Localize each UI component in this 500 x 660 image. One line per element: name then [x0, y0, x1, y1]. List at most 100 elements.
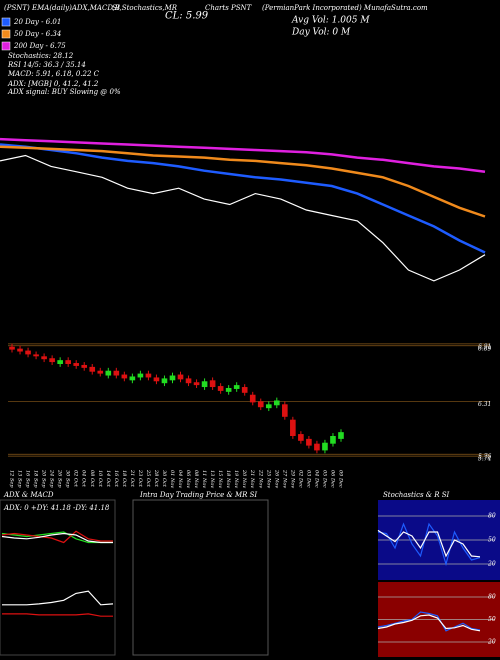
candle-body [81, 364, 88, 368]
x-tick-label: 06 Dec [329, 470, 335, 488]
candle-body [41, 356, 47, 360]
x-tick-label: 25 Nov [265, 469, 271, 488]
candle-body [97, 370, 104, 374]
x-tick-label: 03 Dec [305, 470, 311, 488]
line [377, 529, 481, 558]
x-tick-label: 04 Oct [81, 470, 87, 488]
x-tick-label: 26 Nov [273, 469, 279, 488]
x-tick-label: 05 Dec [321, 470, 327, 488]
candle-body [145, 373, 152, 378]
x-tick-label: 28 Oct [153, 469, 159, 488]
x-tick-label: 04 Dec [313, 470, 319, 488]
candle-body [225, 388, 232, 392]
legend-swatch [1, 41, 11, 51]
candle-body [201, 381, 208, 388]
candle-body [290, 419, 296, 436]
x-tick-label: 25 Oct [145, 469, 151, 488]
x-tick-label: 21 Nov [249, 469, 255, 488]
intraday-panel [132, 499, 269, 656]
candle-body [241, 387, 248, 393]
candle-body [169, 375, 176, 381]
candle-body [65, 360, 71, 364]
candle-body [185, 378, 192, 384]
candle-body [161, 378, 168, 384]
candle-body [209, 380, 216, 388]
candle-body [73, 363, 80, 366]
x-tick-label: 02 Oct [73, 470, 79, 488]
y-tick-label: 50 [488, 616, 496, 623]
candle-body [330, 436, 336, 444]
avg-vol: Avg Vol: 1.005 M [291, 16, 370, 26]
x-tick-label: 22 Nov [257, 469, 263, 488]
y-tick-label: 5.76 [478, 454, 492, 461]
candle-body [257, 401, 264, 408]
candle-body [338, 432, 344, 439]
line [377, 522, 481, 567]
x-tick-label: 19 Nov [233, 470, 239, 488]
candle-body [17, 348, 23, 352]
candle-body [177, 374, 184, 380]
indicator: Stochastics: 28.12 [8, 52, 74, 60]
x-tick-label: 20 Nov [241, 469, 247, 488]
x-tick-label: 26 Sep [57, 469, 63, 488]
x-tick-label: 11 Nov [201, 470, 207, 488]
x-tick-label: 08 Nov [193, 470, 199, 488]
candle-body [217, 386, 224, 391]
candle-body [273, 400, 280, 406]
candle-body [153, 377, 160, 382]
y-tick-label: 5.74 [478, 456, 492, 463]
y-tick-label: 80 [488, 513, 496, 520]
x-tick-label: 21 Oct [129, 469, 135, 488]
x-tick-label: 16 Sep [25, 470, 31, 488]
line [2, 590, 114, 606]
line [0, 154, 486, 282]
x-tick-label: 02 Dec [297, 470, 303, 488]
title: (PSNT) EMA(daily)ADX,MACD,B [4, 4, 120, 12]
indicator: RSI 14/5: 36.3 / 35.14 [7, 61, 86, 69]
candle-body [25, 350, 31, 355]
company: (PermianPark Incorporated) MunafaSutra.c… [262, 4, 428, 12]
candle-body [265, 404, 272, 409]
candle-body [193, 382, 200, 386]
y-tick-label: 50 [488, 537, 496, 544]
title: SI,Stochastics,MR [112, 4, 178, 12]
legend-label: 200 Day - 6.75 [13, 42, 66, 50]
x-tick-label: 20 Sep [41, 469, 47, 488]
close: CL: 5.99 [165, 11, 209, 22]
candle-body [89, 366, 96, 372]
candle-body [33, 354, 39, 357]
x-tick-label: 18 Oct [121, 470, 127, 488]
candle-body [233, 385, 240, 389]
x-tick-label: 18 Nov [225, 470, 231, 488]
candle-body [129, 376, 136, 381]
line [377, 614, 481, 632]
line [0, 145, 486, 218]
line [2, 613, 113, 617]
x-tick-label: 01 Nov [169, 470, 175, 488]
x-tick-label: 04 Nov [177, 470, 183, 488]
indicator: ADX signal: BUY Slowing @ 0% [7, 88, 121, 96]
candle-body [306, 438, 312, 446]
line [1, 530, 113, 544]
x-tick-label: 18 Sep [33, 470, 39, 488]
candle-body [121, 374, 128, 379]
x-tick-label: 16 Oct [113, 470, 119, 488]
x-tick-label: 30 Oct [161, 470, 167, 488]
candle-body [249, 394, 256, 403]
candle-body [9, 346, 15, 350]
line [0, 137, 486, 174]
legend-label: 20 Day - 6.01 [13, 18, 61, 26]
x-tick-label: 27 Nov [281, 469, 287, 488]
panel-title: Intra Day Trading Price & MR SI [139, 491, 257, 499]
candle-body [322, 442, 328, 451]
candle-body [105, 370, 112, 376]
x-tick-label: 13 Nov [209, 470, 215, 488]
line [0, 143, 486, 254]
candle-body [49, 358, 55, 363]
legend-swatch [1, 29, 11, 39]
y-tick-label: 20 [487, 561, 496, 568]
y-tick-label: 6.91 [478, 343, 491, 350]
x-tick-label: 06 Nov [185, 470, 191, 488]
candle-body [314, 443, 320, 451]
candle-body [298, 434, 304, 441]
